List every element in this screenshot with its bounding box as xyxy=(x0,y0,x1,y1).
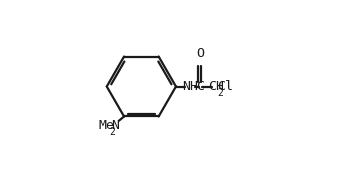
Text: C: C xyxy=(196,80,204,93)
Text: CH: CH xyxy=(208,80,224,93)
Text: Me: Me xyxy=(99,119,115,132)
Text: NH: NH xyxy=(182,80,198,93)
Text: N: N xyxy=(111,119,119,132)
Text: 2: 2 xyxy=(109,127,115,137)
Text: 2: 2 xyxy=(217,88,223,98)
Text: Cl: Cl xyxy=(217,80,233,93)
Text: O: O xyxy=(196,47,204,60)
